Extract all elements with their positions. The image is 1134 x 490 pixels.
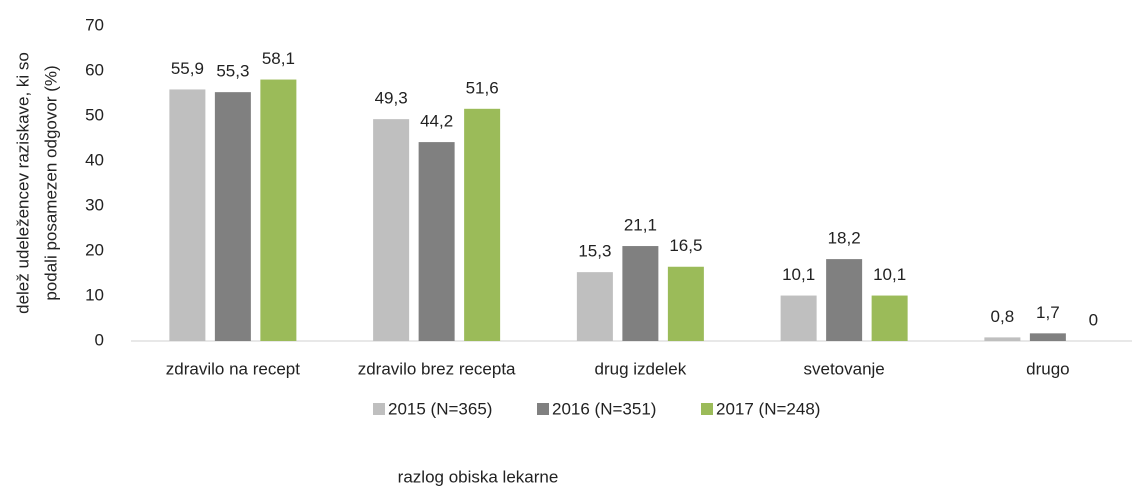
- bar: [667, 266, 704, 341]
- x-axis-label: razlog obiska lekarne: [398, 467, 559, 486]
- value-label: 10,1: [782, 265, 815, 284]
- legend-swatch: [537, 403, 549, 415]
- y-tick-label: 70: [85, 15, 104, 34]
- bar: [780, 295, 817, 341]
- x-tick-label: zdravilo brez recepta: [358, 359, 516, 378]
- legend-swatch: [373, 403, 385, 415]
- legend-swatch: [701, 403, 713, 415]
- value-label: 51,6: [466, 78, 499, 97]
- x-tick-label: svetovanje: [803, 359, 884, 378]
- y-tick-label: 30: [85, 195, 104, 214]
- value-label: 44,2: [420, 112, 453, 131]
- x-tick-label: drugo: [1026, 359, 1069, 378]
- y-axis-label: podali posamezen odgovor (%): [41, 65, 60, 300]
- value-label: 15,3: [578, 242, 611, 261]
- y-tick-label: 50: [85, 105, 104, 124]
- bar: [214, 92, 251, 342]
- value-label: 55,9: [171, 59, 204, 78]
- bar: [871, 295, 908, 341]
- bar: [464, 108, 501, 341]
- value-label: 18,2: [828, 229, 861, 248]
- bar: [984, 337, 1021, 341]
- bar: [622, 246, 659, 341]
- value-label: 0,8: [991, 307, 1015, 326]
- legend-label: 2017 (N=248): [716, 399, 820, 418]
- value-label: 49,3: [375, 89, 408, 108]
- legend-label: 2016 (N=351): [552, 399, 656, 418]
- y-tick-label: 0: [95, 330, 104, 349]
- bar: [169, 89, 206, 341]
- bar: [826, 259, 863, 341]
- y-tick-label: 10: [85, 285, 104, 304]
- value-label: 58,1: [262, 49, 295, 68]
- value-label: 1,7: [1036, 303, 1060, 322]
- bar: [260, 79, 297, 342]
- value-label: 0: [1089, 310, 1098, 329]
- y-axis-label: delež udeležencev raziskave, ki so: [13, 52, 32, 314]
- legend-label: 2015 (N=365): [388, 399, 492, 418]
- x-tick-label: drug izdelek: [595, 359, 687, 378]
- bar: [1029, 333, 1066, 341]
- bar: [373, 119, 410, 342]
- x-tick-label: zdravilo na recept: [166, 359, 300, 378]
- y-tick-label: 40: [85, 150, 104, 169]
- value-label: 21,1: [624, 216, 657, 235]
- bar: [576, 272, 613, 341]
- y-tick-label: 60: [85, 60, 104, 79]
- bar: [418, 142, 455, 341]
- value-label: 10,1: [873, 265, 906, 284]
- value-label: 16,5: [669, 236, 702, 255]
- value-label: 55,3: [216, 62, 249, 81]
- y-tick-label: 20: [85, 240, 104, 259]
